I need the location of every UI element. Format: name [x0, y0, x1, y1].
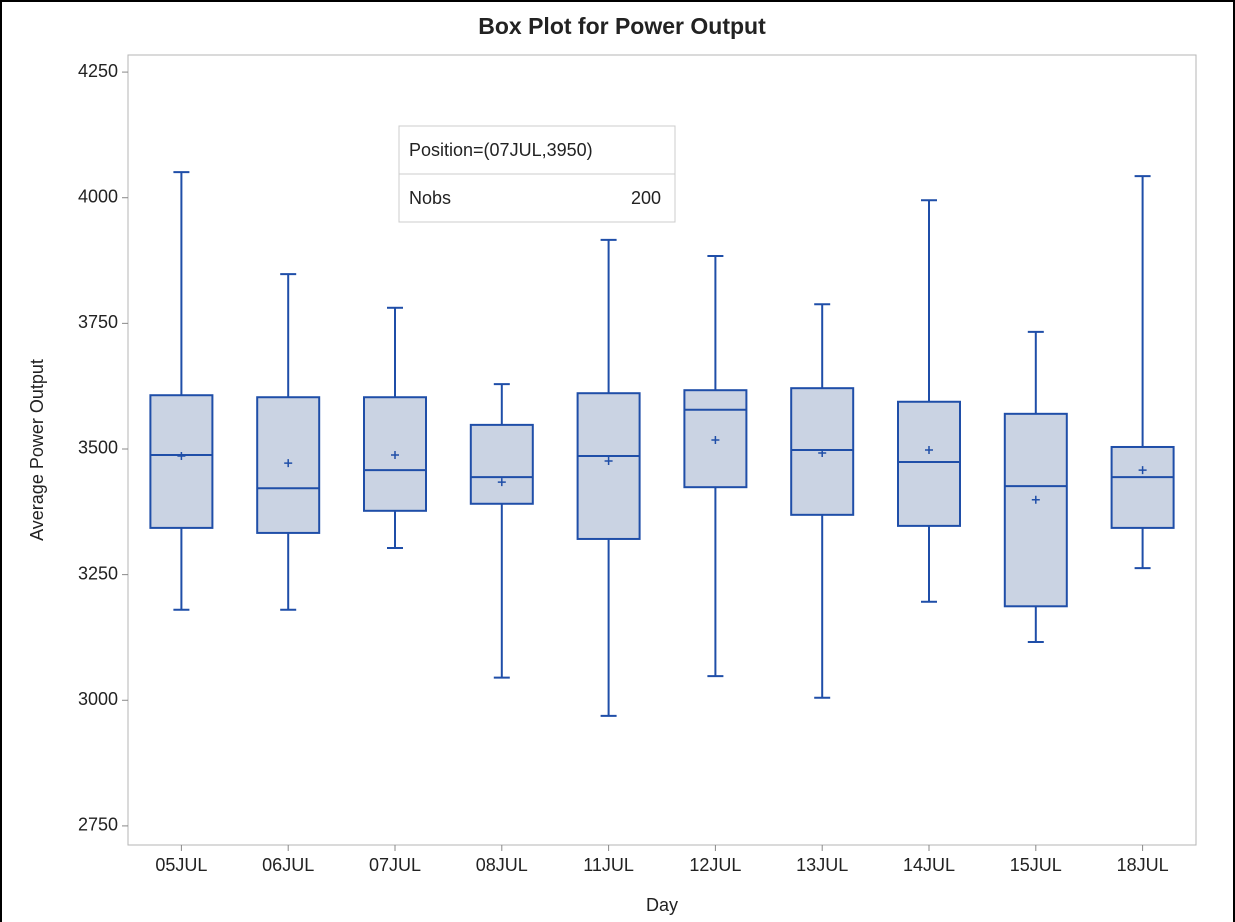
mean-marker: [497, 478, 506, 487]
y-tick-label: 3000: [78, 689, 118, 709]
mean-marker: [925, 446, 933, 454]
y-tick-label: 4000: [78, 186, 118, 206]
mean-marker: [391, 451, 399, 460]
inset-label: Nobs: [409, 188, 451, 208]
y-tick-label: 4250: [78, 61, 118, 81]
x-tick-label: 12JUL: [689, 855, 741, 875]
mean-marker: [1031, 495, 1040, 504]
inset-value: 200: [631, 188, 661, 208]
box: [469, 423, 534, 505]
mean-marker: [177, 452, 186, 461]
mean-marker: [818, 449, 827, 458]
x-tick-label: 05JUL: [155, 855, 207, 875]
y-tick-label: 2750: [78, 815, 118, 835]
inset-header: Position=(07JUL,3950): [409, 140, 593, 160]
y-axis-label: Average Power Output: [27, 359, 47, 541]
x-tick-label: 11JUL: [583, 855, 634, 875]
mean-marker: [604, 457, 613, 466]
y-tick-label: 3750: [78, 312, 118, 332]
box: [576, 392, 641, 540]
chart-title: Box Plot for Power Output: [478, 13, 766, 39]
box: [897, 400, 961, 527]
x-tick-label: 14JUL: [903, 855, 955, 875]
x-tick-label: 15JUL: [1010, 855, 1062, 875]
y-tick-label: 3250: [78, 563, 118, 583]
mean-marker: [711, 435, 720, 444]
mean-marker: [1138, 466, 1147, 475]
plot-area: [127, 54, 1197, 846]
x-tick-label: 18JUL: [1117, 855, 1169, 875]
x-tick-label: 13JUL: [796, 855, 848, 875]
x-tick-label: 07JUL: [369, 855, 421, 875]
mean-marker: [284, 459, 293, 468]
y-tick-label: 3500: [78, 438, 118, 458]
box: [1110, 445, 1175, 529]
x-axis-label: Day: [646, 895, 678, 915]
box: [1003, 412, 1068, 608]
x-tick-label: 06JUL: [262, 855, 314, 875]
box: [149, 394, 214, 529]
x-tick-label: 08JUL: [476, 855, 528, 875]
inset-table: Position=(07JUL,3950) Nobs 200: [398, 125, 676, 223]
